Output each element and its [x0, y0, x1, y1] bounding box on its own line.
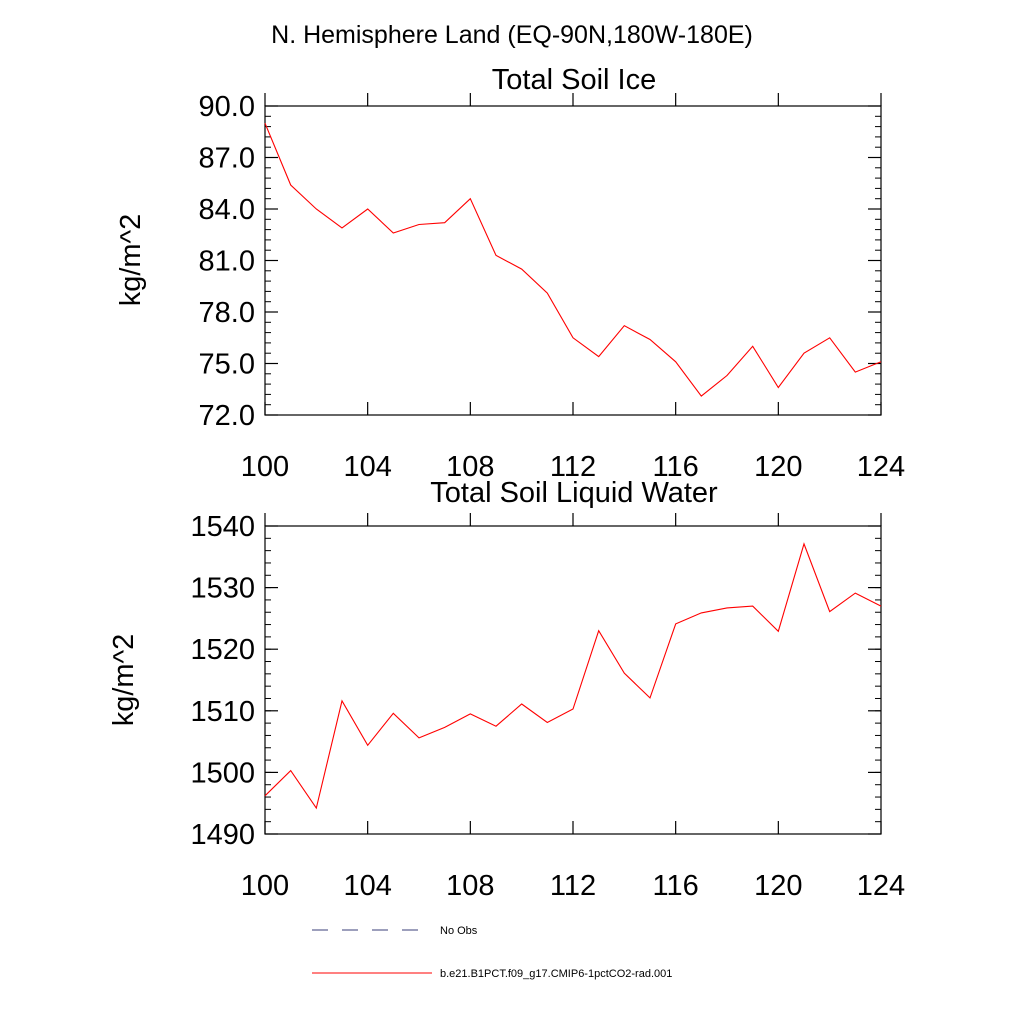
y-tick-label: 84.0 — [199, 194, 255, 226]
series-line — [264, 122, 882, 397]
legend: No Obs b.e21.B1PCT.f09_g17.CMIP6-1pctCO2… — [312, 925, 672, 980]
y-tick-label: 72.0 — [199, 400, 255, 432]
plot-frame — [264, 105, 882, 416]
legend-entry-no-obs: No Obs — [312, 925, 478, 937]
panel-title: Total Soil Liquid Water — [430, 477, 718, 509]
legend-label: No Obs — [440, 925, 478, 937]
x-tick-label: 112 — [550, 451, 596, 483]
y-tick-label: 1540 — [190, 511, 255, 543]
y-tick-label: 75.0 — [199, 349, 255, 381]
x-tick-label: 108 — [446, 870, 494, 902]
series-line — [264, 542, 882, 810]
x-tick-label: 108 — [446, 451, 494, 483]
plot-frame — [264, 525, 882, 835]
y-tick-label: 1500 — [190, 757, 255, 789]
x-tick-label: 100 — [241, 451, 289, 483]
x-tick-label: 124 — [857, 451, 905, 483]
x-tick-label: 104 — [343, 451, 391, 483]
y-tick-label: 1510 — [190, 696, 255, 728]
y-tick-label: 1530 — [190, 573, 255, 605]
y-tick-label: 1520 — [190, 634, 255, 666]
x-tick-label: 116 — [653, 451, 699, 483]
y-tick-label: 87.0 — [199, 143, 255, 175]
y-tick-label: 78.0 — [199, 297, 255, 329]
x-tick-label: 120 — [754, 451, 802, 483]
figure-title: N. Hemisphere Land (EQ-90N,180W-180E) — [271, 21, 753, 49]
legend-label: b.e21.B1PCT.f09_g17.CMIP6-1pctCO2-rad.00… — [440, 968, 672, 980]
panel-title: Total Soil Ice — [492, 64, 656, 96]
x-tick-label: 112 — [550, 870, 596, 902]
y-axis-label: kg/m^2 — [108, 634, 140, 727]
y-tick-label: 90.0 — [199, 91, 255, 123]
x-tick-label: 116 — [653, 870, 699, 902]
y-tick-label: 81.0 — [199, 246, 255, 278]
legend-entry-model-run: b.e21.B1PCT.f09_g17.CMIP6-1pctCO2-rad.00… — [312, 968, 672, 980]
y-tick-label: 1490 — [190, 819, 255, 851]
x-tick-label: 100 — [241, 870, 289, 902]
x-tick-label: 120 — [754, 870, 802, 902]
y-axis-label: kg/m^2 — [115, 214, 147, 307]
x-tick-label: 104 — [343, 870, 391, 902]
x-tick-label: 124 — [857, 870, 905, 902]
panel-total-soil-liquid-water: Total Soil Liquid Water kg/m^2 1490 1500 1… — [108, 477, 905, 902]
panel-total-soil-ice: Total Soil Ice kg/m^2 72.0 75.0 78.0 81.0 84… — [115, 64, 905, 483]
